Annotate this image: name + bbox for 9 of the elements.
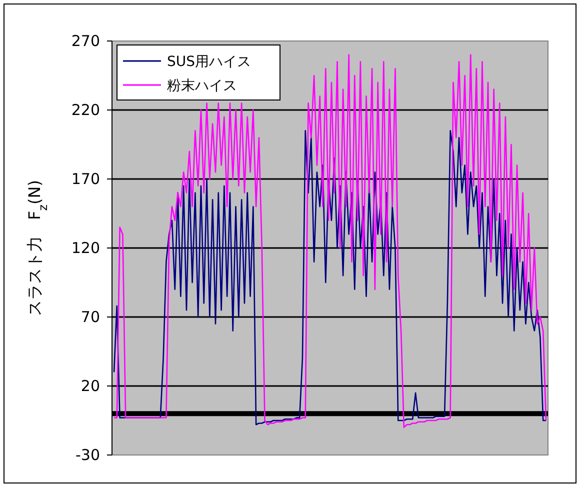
- y-tick-label: 220: [71, 101, 100, 119]
- legend-label: 粉末ハイス: [167, 78, 237, 94]
- y-tick-label: 270: [71, 32, 100, 50]
- legend-label: SUS用ハイス: [167, 54, 252, 70]
- y-tick-label: -30: [76, 446, 100, 464]
- y-tick-label: 170: [71, 170, 100, 188]
- y-tick-label: 20: [80, 377, 100, 395]
- y-tick-label: 70: [80, 308, 100, 326]
- y-tick-label: 120: [71, 239, 100, 257]
